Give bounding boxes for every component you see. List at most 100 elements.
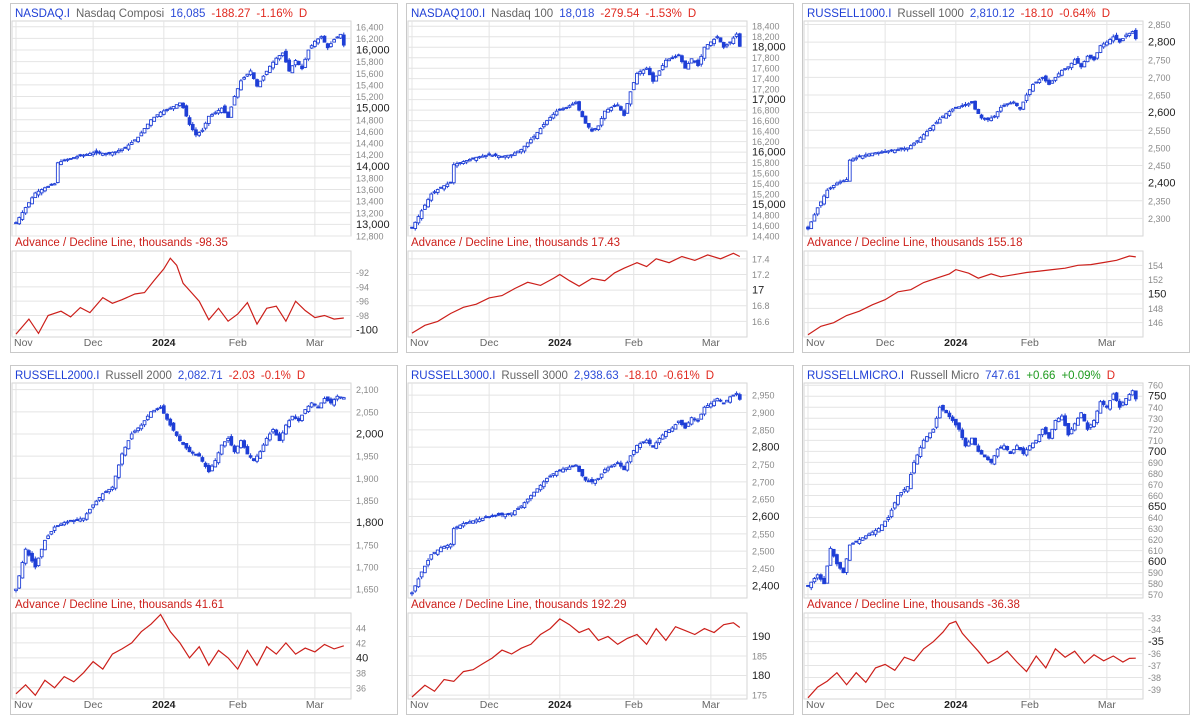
candle-body (216, 452, 221, 464)
price-plot-frame (11, 20, 352, 237)
candle-body (593, 128, 598, 131)
candle-body (1121, 402, 1125, 406)
candle-body (296, 418, 301, 422)
ad-title-text: Advance / Decline Line, thousands (807, 237, 985, 249)
price-candle (274, 428, 279, 436)
candle-body (960, 105, 965, 108)
candle-body (264, 437, 269, 446)
candle-body (1127, 32, 1132, 37)
price-candle (171, 422, 176, 432)
x-axis-label: Nov (410, 337, 429, 349)
candle-body (835, 554, 839, 565)
price-candle (43, 186, 47, 193)
price-candle (915, 139, 920, 144)
price-candle (197, 451, 202, 457)
candle-body (819, 574, 823, 580)
ad-line-title: Advance / Decline Line, thousands -36.38 (807, 598, 1020, 612)
candle-body (1063, 415, 1067, 426)
candle-body (197, 453, 202, 457)
price-candle (303, 57, 308, 69)
price-candle (541, 122, 546, 129)
candle-body (622, 466, 626, 471)
price-candle (1043, 74, 1048, 83)
price-tick-label: 2,350 (1148, 196, 1171, 206)
price-candle (52, 182, 57, 186)
price-candle (644, 66, 649, 70)
ad-tick-label: 17 (752, 285, 764, 297)
candle-body (583, 115, 588, 124)
price-candle (280, 52, 285, 58)
candle-body (973, 100, 977, 110)
candle-body (245, 446, 250, 455)
candle-body (155, 408, 160, 411)
price-tick-label: 2,500 (752, 547, 775, 557)
price-candle (178, 102, 182, 108)
price-candle (120, 452, 124, 467)
price-tick-label: 2,850 (1148, 20, 1171, 30)
change-percent: -0.61% (663, 370, 700, 382)
price-tick-label: 1,700 (356, 562, 379, 572)
price-candle (973, 437, 977, 446)
candle-body (580, 111, 585, 118)
price-candle (522, 145, 527, 154)
candle-body (442, 546, 446, 549)
price-candle (880, 150, 884, 154)
price-candle (210, 112, 214, 118)
panel-title: RUSSELLMICRO.I Russell Micro 747.61 +0.66 +0… (807, 368, 1121, 384)
ad-value: -98.35 (195, 237, 228, 249)
candle-body (1088, 54, 1093, 59)
candle-body (133, 139, 137, 142)
candle-body (203, 462, 208, 467)
price-candle (1072, 57, 1077, 65)
candle-body (477, 156, 482, 159)
price-candle (586, 478, 591, 483)
change-percent: -0.64% (1059, 8, 1096, 20)
price-candle (1015, 102, 1019, 107)
price-candle (676, 420, 681, 425)
price-tick-label: 17,200 (752, 85, 780, 95)
candle-body (490, 515, 495, 518)
price-candle (966, 102, 971, 108)
chart-svg: 2,300 2,350 2,400 2,450 2,500 2,550 2,600 2,650… (803, 20, 1176, 349)
price-candle (206, 115, 211, 127)
candle-body (551, 113, 556, 119)
price-tick-label: 2,750 (752, 460, 775, 470)
price-candle (705, 44, 710, 50)
price-candle (116, 148, 121, 154)
price-candle (676, 53, 681, 57)
ad-series-line (411, 618, 741, 698)
price-candle (506, 154, 511, 159)
chart-panel-russell2000-i: RUSSELL2000.I Russell 2000 2,082.71 -2.03 -0… (10, 365, 398, 715)
price-candle (731, 394, 736, 397)
price-candle (892, 149, 897, 154)
change-value: -279.54 (600, 8, 640, 20)
price-candle (532, 491, 536, 497)
price-tick-label: 570 (1148, 590, 1163, 600)
last-price: 2,938.63 (573, 370, 619, 382)
candle-body (973, 437, 977, 446)
candle-body (341, 34, 346, 46)
price-candle (689, 58, 694, 64)
price-candle (335, 394, 340, 402)
candle-body (65, 521, 70, 524)
candle-body (953, 106, 958, 109)
price-tick-label: 14,400 (752, 232, 780, 242)
price-candle (178, 434, 182, 442)
price-candle (43, 539, 47, 551)
price-candle (1082, 413, 1087, 422)
price-candle (979, 449, 984, 455)
candle-body (1018, 107, 1022, 110)
price-candle (873, 528, 878, 537)
candle-body (715, 398, 720, 402)
candle-body (71, 157, 76, 160)
ad-tick-label: 44 (356, 623, 366, 633)
candle-body (1098, 401, 1103, 414)
candle-body (1008, 451, 1013, 455)
price-candle (835, 553, 839, 567)
price-candle (725, 43, 729, 49)
price-candle (535, 488, 540, 493)
price-candle (905, 486, 910, 494)
price-candle (316, 38, 320, 46)
price-candle (290, 65, 295, 74)
x-axis-label: Feb (229, 337, 247, 349)
